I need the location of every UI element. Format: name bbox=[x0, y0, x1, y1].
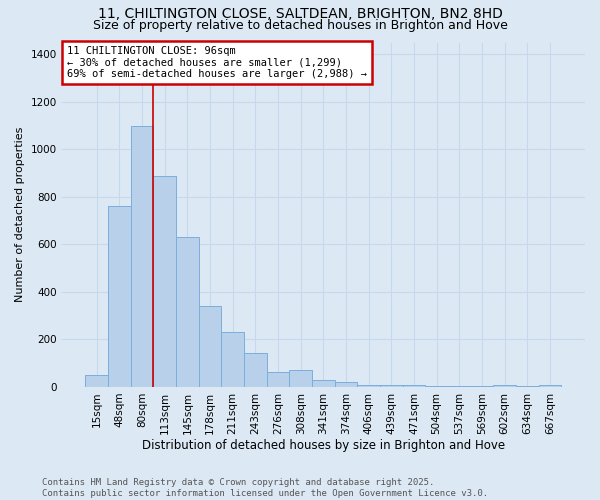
Y-axis label: Number of detached properties: Number of detached properties bbox=[15, 127, 25, 302]
Text: Size of property relative to detached houses in Brighton and Hove: Size of property relative to detached ho… bbox=[92, 19, 508, 32]
Text: 11 CHILTINGTON CLOSE: 96sqm
← 30% of detached houses are smaller (1,299)
69% of : 11 CHILTINGTON CLOSE: 96sqm ← 30% of det… bbox=[67, 46, 367, 79]
Bar bbox=[131, 126, 154, 387]
Bar bbox=[539, 384, 561, 387]
Bar bbox=[154, 176, 176, 387]
Bar bbox=[312, 380, 335, 387]
Bar bbox=[493, 384, 516, 387]
Bar bbox=[358, 384, 380, 387]
Bar bbox=[470, 386, 493, 387]
X-axis label: Distribution of detached houses by size in Brighton and Hove: Distribution of detached houses by size … bbox=[142, 440, 505, 452]
Bar bbox=[335, 382, 358, 387]
Bar bbox=[289, 370, 312, 387]
Bar bbox=[199, 306, 221, 387]
Bar bbox=[403, 386, 425, 387]
Bar bbox=[176, 238, 199, 387]
Bar bbox=[425, 386, 448, 387]
Bar bbox=[448, 386, 470, 387]
Bar bbox=[244, 352, 266, 387]
Bar bbox=[516, 386, 539, 387]
Bar bbox=[221, 332, 244, 387]
Bar bbox=[266, 372, 289, 387]
Bar bbox=[380, 384, 403, 387]
Bar bbox=[108, 206, 131, 387]
Bar bbox=[85, 375, 108, 387]
Text: 11, CHILTINGTON CLOSE, SALTDEAN, BRIGHTON, BN2 8HD: 11, CHILTINGTON CLOSE, SALTDEAN, BRIGHTO… bbox=[98, 8, 502, 22]
Text: Contains HM Land Registry data © Crown copyright and database right 2025.
Contai: Contains HM Land Registry data © Crown c… bbox=[42, 478, 488, 498]
